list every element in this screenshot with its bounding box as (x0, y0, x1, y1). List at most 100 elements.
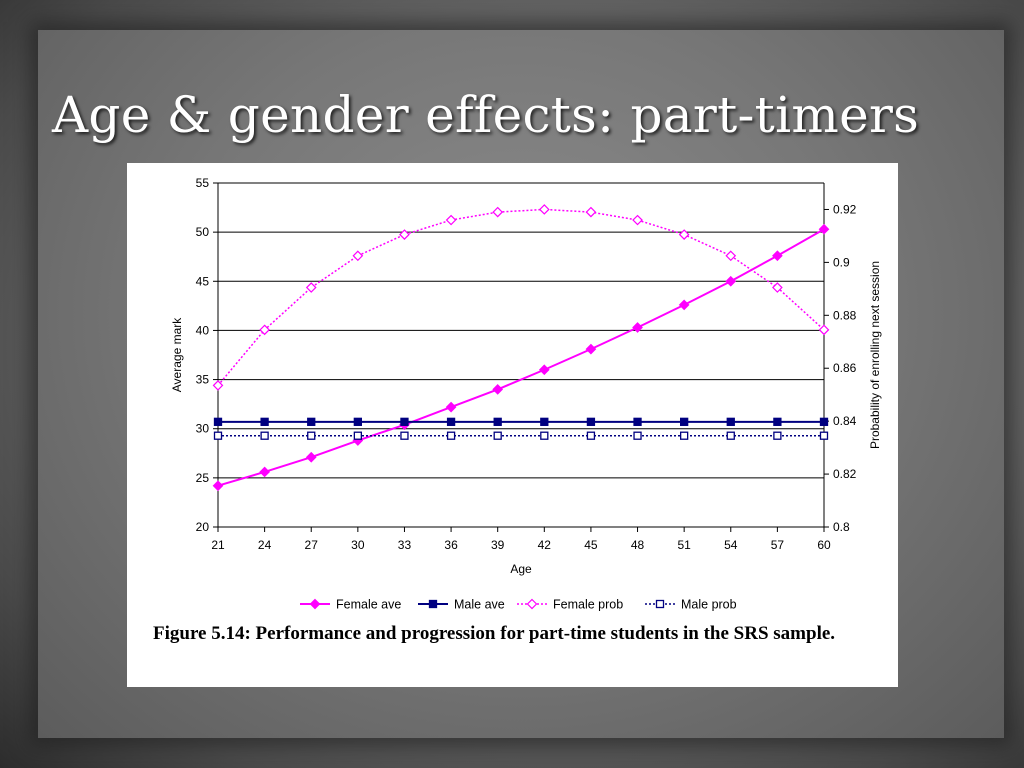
male-prob-point (819, 431, 829, 440)
male-prob-point (633, 431, 642, 440)
female-prob-point (678, 229, 690, 240)
female-prob-point (352, 250, 364, 262)
y2-tick-label: 0.84 (833, 414, 857, 428)
legend-marker-male-prob (655, 599, 665, 609)
female-prob-point (305, 282, 317, 293)
y-tick-label: 40 (196, 323, 210, 337)
male-ave-point (353, 417, 362, 426)
male-prob-point (773, 431, 782, 440)
legend-marker-male-ave (428, 599, 438, 609)
female-ave-point (585, 343, 597, 355)
y2-tick-label: 0.82 (833, 467, 857, 481)
slide-title: Age & gender effects: part-timers (52, 86, 920, 144)
y-axis-title: Average mark (170, 317, 184, 392)
female-prob-point (492, 206, 504, 218)
x-tick-label: 54 (724, 538, 738, 552)
y2-tick-label: 0.92 (833, 202, 857, 216)
male-prob-point (260, 431, 269, 440)
y2-tick-label: 0.8 (833, 520, 850, 534)
male-ave-point (586, 417, 596, 426)
male-prob-point (680, 431, 689, 440)
female-ave-point (772, 250, 783, 262)
female-prob-point (259, 324, 270, 336)
female-prob-point (585, 206, 597, 218)
female-prob-point (632, 214, 643, 226)
y-tick-label: 50 (196, 225, 210, 239)
male-prob-point (353, 431, 362, 440)
male-prob-point (446, 431, 456, 440)
line-chart: 20 25 30 35 40 45 50 55 0.8 0.82 0.84 0.86 0.88 0.9 0.… (170, 176, 882, 612)
female-ave-point (725, 275, 737, 287)
y-tick-label: 20 (196, 520, 210, 534)
legend-label-female-prob: Female prob (553, 598, 623, 612)
y-tick-label: 30 (196, 422, 210, 436)
male-prob-point (213, 431, 223, 440)
x-tick-label: 33 (398, 538, 412, 552)
x-tick-label: 60 (817, 538, 831, 552)
legend-marker-female-prob (526, 598, 538, 610)
x-axis-title: Age (510, 562, 532, 576)
x-tick-label: 30 (351, 538, 365, 552)
male-ave-point (540, 417, 549, 426)
legend-label-male-prob: Male prob (681, 598, 737, 612)
male-ave-point (493, 417, 502, 426)
x-tick-label: 48 (631, 538, 645, 552)
x-tick-label: 42 (538, 538, 552, 552)
female-ave-point (212, 480, 224, 492)
female-ave-point (678, 299, 690, 311)
female-prob-point (445, 214, 457, 226)
y2-tick-label: 0.86 (833, 361, 857, 375)
male-ave-point (307, 417, 316, 426)
female-prob-point (212, 380, 224, 391)
male-ave-point (680, 417, 689, 426)
female-prob-point (399, 229, 410, 240)
female-ave-point (305, 451, 317, 463)
y2-tick-label: 0.9 (833, 255, 850, 269)
x-tick-label: 51 (677, 538, 691, 552)
female-ave-point (632, 322, 643, 333)
male-ave-point (400, 417, 409, 426)
female-prob-point (725, 250, 737, 262)
female-ave-point (445, 401, 457, 413)
male-prob-point (493, 431, 502, 440)
female-ave-point (818, 223, 830, 235)
x-tick-label: 36 (444, 538, 458, 552)
male-ave-point (633, 417, 642, 426)
male-ave-point (726, 417, 735, 426)
legend-label-male-ave: Male ave (454, 598, 505, 612)
female-prob-line (217, 208, 825, 386)
male-prob-point (726, 431, 735, 440)
male-ave-point (446, 417, 456, 426)
male-ave-point (819, 417, 829, 426)
female-prob-point (538, 204, 550, 215)
male-prob-point (540, 431, 549, 440)
male-prob-point (586, 431, 596, 440)
female-ave-point (492, 384, 504, 395)
y2-axis-title: Probability of enrolling next session (868, 261, 882, 449)
legend-marker-female-ave (309, 598, 321, 610)
figure-caption: Figure 5.14: Performance and progression… (153, 623, 836, 644)
male-prob-point (400, 431, 409, 440)
y-tick-label: 45 (196, 274, 210, 288)
figure-panel: 20 25 30 35 40 45 50 55 0.8 0.82 0.84 0.86 0.88 0.9 0.… (127, 163, 898, 687)
male-ave-point (213, 417, 223, 426)
legend-label-female-ave: Female ave (336, 598, 401, 612)
male-ave-point (260, 417, 269, 426)
y-tick-label: 25 (196, 471, 210, 485)
x-tick-label: 24 (258, 538, 272, 552)
female-ave-line (217, 228, 825, 487)
x-tick-label: 21 (211, 538, 225, 552)
male-ave-point (773, 417, 782, 426)
female-prob-point (772, 282, 783, 293)
x-tick-label: 27 (305, 538, 319, 552)
female-prob-point (818, 324, 830, 336)
x-tick-label: 39 (491, 538, 505, 552)
female-ave-point (259, 466, 270, 478)
y-tick-label: 55 (196, 176, 210, 190)
y2-tick-label: 0.88 (833, 308, 857, 322)
x-tick-label: 45 (584, 538, 598, 552)
x-tick-label: 57 (771, 538, 785, 552)
y-tick-label: 35 (196, 373, 210, 387)
male-prob-point (307, 431, 316, 440)
female-ave-point (538, 364, 550, 376)
